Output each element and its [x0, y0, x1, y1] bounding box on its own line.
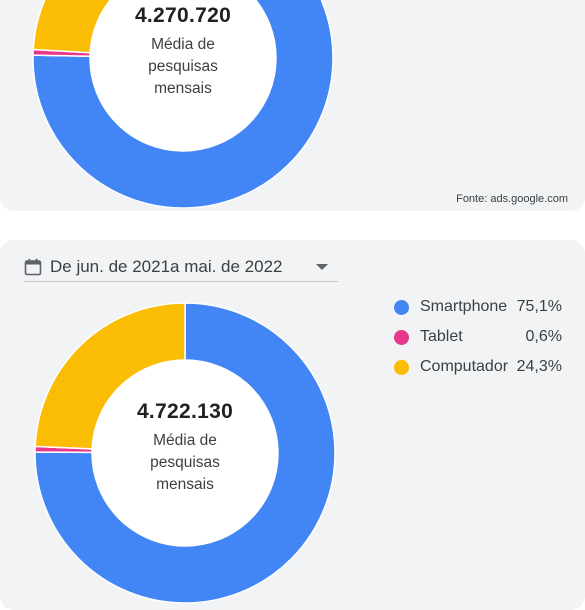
- date-range-text: De jun. de 2021a mai. de 2022: [50, 257, 283, 276]
- chevron-down-icon[interactable]: [316, 264, 328, 270]
- donut-slice-computador: [32, 0, 112, 54]
- top-donut-center: 4.270.720 Média de pesquisas mensais: [108, 4, 258, 100]
- legend-label: Tablet: [420, 328, 463, 345]
- bottom-chart-card: De jun. de 2021a mai. de 2022 4.722.130 …: [0, 240, 585, 610]
- bottom-donut-center: 4.722.130 Média de pesquisas mensais: [110, 400, 260, 496]
- donut-slice-smartphone: [32, 0, 334, 208]
- legend-label: Computador: [420, 358, 509, 375]
- blue-dot-icon: [394, 299, 409, 315]
- calendar-icon: [24, 258, 42, 276]
- bottom-center-label: Média de pesquisas mensais: [150, 432, 220, 493]
- donut-slice-smartphone: [34, 302, 336, 604]
- legend-label: Smartphone: [420, 298, 508, 315]
- legend-item-tablet: Tablet 0,6%: [394, 322, 562, 352]
- yellow-dot-icon: [394, 359, 409, 375]
- top-center-value: 4.270.720: [134, 4, 232, 27]
- chart-legend: Smartphone 75,1% Tablet 0,6% Computador …: [394, 292, 562, 382]
- bottom-donut-chart: [34, 302, 336, 604]
- bottom-center-value: 4.722.130: [136, 400, 234, 423]
- legend-percent: 0,6%: [525, 328, 562, 345]
- donut-hole: [90, 0, 276, 151]
- legend-percent: 24,3%: [516, 358, 562, 375]
- legend-item-computer: Computador 24,3%: [394, 352, 562, 382]
- top-center-label: Média de pesquisas mensais: [148, 36, 218, 97]
- donut-hole: [92, 360, 278, 546]
- donut-slice-computador: [34, 302, 186, 450]
- source-note: Fonte: ads.google.com: [456, 193, 568, 205]
- legend-item-smartphone: Smartphone 75,1%: [394, 292, 562, 322]
- top-chart-card: 4.270.720 Média de pesquisas mensais Fon…: [0, 0, 585, 211]
- legend-percent: 75,1%: [516, 298, 562, 315]
- date-range-dropdown[interactable]: De jun. de 2021a mai. de 2022: [24, 253, 338, 282]
- pink-dot-icon: [394, 329, 409, 345]
- top-donut-chart: [32, 0, 334, 208]
